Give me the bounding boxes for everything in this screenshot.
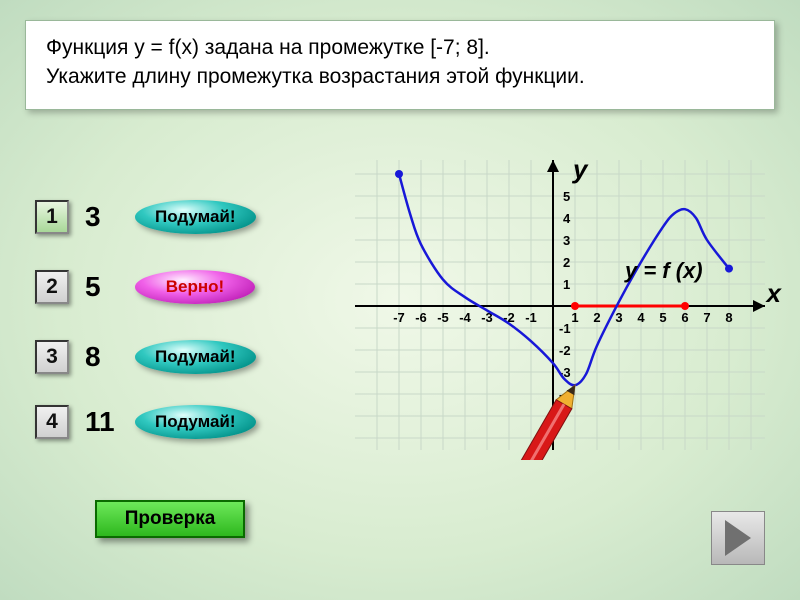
answer-num-1: 1 xyxy=(46,205,58,229)
feedback-text-1: Подумай! xyxy=(155,207,236,226)
answer-button-2[interactable]: 2 xyxy=(35,270,69,304)
question-line-2: Укажите длину промежутка возрастания это… xyxy=(46,62,754,91)
svg-text:4: 4 xyxy=(563,211,571,226)
svg-text:-1: -1 xyxy=(559,321,571,336)
function-label: y = f (x) xyxy=(625,258,703,284)
answer-num-4: 4 xyxy=(46,410,58,434)
y-axis-label: y xyxy=(573,154,587,185)
svg-text:-6: -6 xyxy=(415,310,427,325)
svg-text:8: 8 xyxy=(725,310,732,325)
answer-row-1: 1 3 Подумай! xyxy=(35,200,256,234)
next-button[interactable] xyxy=(711,511,765,565)
svg-text:3: 3 xyxy=(563,233,570,248)
svg-text:2: 2 xyxy=(563,255,570,270)
answer-num-3: 3 xyxy=(46,345,58,369)
check-button[interactable]: Проверка xyxy=(95,500,245,538)
answer-value-4: 11 xyxy=(85,406,119,438)
svg-text:2: 2 xyxy=(593,310,600,325)
svg-text:-4: -4 xyxy=(459,310,471,325)
answer-button-3[interactable]: 3 xyxy=(35,340,69,374)
graph-svg: -7-6-5-4-3-2-11234567812345-1-2-3-4 xyxy=(355,160,775,460)
feedback-bubble-3: Подумай! xyxy=(135,340,256,374)
question-card: Функция y = f(x) задана на промежутке [-… xyxy=(25,20,775,110)
x-axis-label: x xyxy=(767,278,781,309)
answer-button-4[interactable]: 4 xyxy=(35,405,69,439)
svg-text:-1: -1 xyxy=(525,310,537,325)
graph: -7-6-5-4-3-2-11234567812345-1-2-3-4 y x … xyxy=(355,160,775,460)
svg-text:-7: -7 xyxy=(393,310,405,325)
svg-text:-5: -5 xyxy=(437,310,449,325)
answer-num-2: 2 xyxy=(46,275,58,299)
answer-value-3: 8 xyxy=(85,341,119,373)
answer-row-2: 2 5 Верно! xyxy=(35,270,255,304)
svg-text:-2: -2 xyxy=(559,343,571,358)
svg-text:3: 3 xyxy=(615,310,622,325)
feedback-text-3: Подумай! xyxy=(155,347,236,366)
question-line-1: Функция y = f(x) задана на промежутке [-… xyxy=(46,33,754,62)
feedback-text-2: Верно! xyxy=(166,277,224,296)
answer-value-2: 5 xyxy=(85,271,119,303)
answer-button-1[interactable]: 1 xyxy=(35,200,69,234)
svg-text:6: 6 xyxy=(681,310,688,325)
feedback-bubble-4: Подумай! xyxy=(135,405,256,439)
feedback-bubble-1: Подумай! xyxy=(135,200,256,234)
answer-row-3: 3 8 Подумай! xyxy=(35,340,256,374)
svg-text:4: 4 xyxy=(637,310,645,325)
svg-text:5: 5 xyxy=(563,189,570,204)
check-button-label: Проверка xyxy=(125,508,216,530)
svg-text:1: 1 xyxy=(563,277,570,292)
svg-text:1: 1 xyxy=(571,310,578,325)
svg-text:5: 5 xyxy=(659,310,666,325)
feedback-text-4: Подумай! xyxy=(155,412,236,431)
answer-value-1: 3 xyxy=(85,201,119,233)
svg-text:7: 7 xyxy=(703,310,710,325)
answer-row-4: 4 11 Подумай! xyxy=(35,405,256,439)
feedback-bubble-2: Верно! xyxy=(135,270,255,304)
